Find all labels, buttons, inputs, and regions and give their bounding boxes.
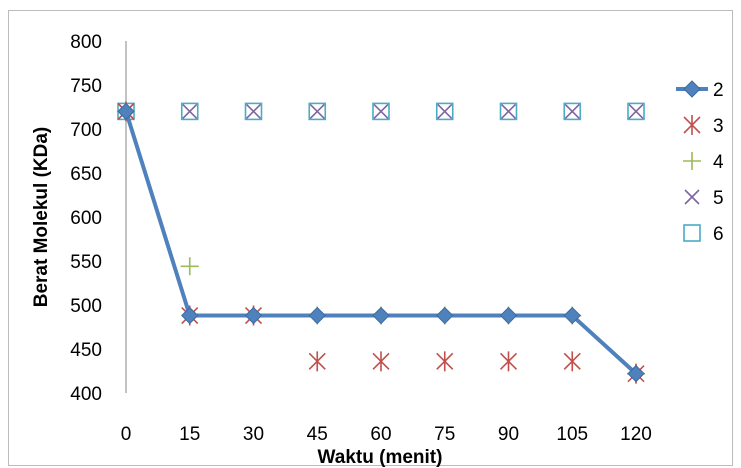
legend-label-5: 5 (713, 188, 724, 209)
legend-label-3: 3 (713, 116, 724, 137)
legend-marker-5 (684, 189, 700, 205)
legend-item-3: 3 (683, 115, 724, 137)
series-5-point (373, 103, 389, 119)
legend-label-2: 2 (713, 80, 724, 101)
series-2-point (244, 306, 263, 325)
legend-label-6: 6 (713, 224, 724, 245)
legend-marker-2 (683, 80, 701, 98)
series-5-point (245, 103, 262, 119)
x-tick-label: 30 (243, 424, 264, 445)
series-6-point (563, 102, 582, 121)
x-tick-label: 15 (179, 424, 200, 445)
plot-area (117, 101, 645, 384)
legend-item-6: 6 (683, 224, 724, 245)
x-tick-label: 120 (620, 424, 652, 445)
series-3-point (436, 351, 454, 372)
x-tick-label: 90 (498, 424, 519, 445)
series-2-point (436, 306, 454, 325)
y-tick-label: 400 (70, 384, 102, 405)
y-tick-label: 600 (70, 208, 102, 229)
y-tick-label: 700 (70, 120, 102, 141)
series-6-point (499, 102, 518, 121)
series-5-point (182, 103, 198, 119)
series-2-point (117, 102, 135, 121)
series-6-point (435, 102, 454, 121)
legend: 2 3 4 5 6 (676, 80, 724, 245)
series-2-line (124, 110, 638, 376)
legend-marker-4 (683, 152, 701, 170)
legend-item-5: 5 (684, 188, 724, 209)
series-3-point (308, 351, 326, 372)
y-tick-label: 450 (70, 340, 102, 361)
x-tick-label: 105 (556, 424, 588, 445)
series-3-point (563, 351, 581, 372)
series-2-point (372, 306, 390, 325)
y-tick-label: 750 (70, 76, 102, 97)
x-axis-title: Waktu (menit) (318, 447, 443, 468)
series-5-point (500, 103, 517, 119)
legend-item-4: 4 (683, 152, 724, 173)
series-3-point (499, 351, 518, 372)
series-2-point (308, 306, 326, 325)
y-tick-label: 500 (70, 296, 102, 317)
legend-item-2: 2 (676, 80, 724, 101)
y-tick-label: 650 (70, 164, 102, 185)
y-tick-label: 800 (70, 32, 102, 53)
series-6-point (372, 102, 390, 121)
series-2-point (563, 306, 581, 325)
y-tick-label: 550 (70, 252, 102, 273)
series-5-point (309, 103, 325, 119)
series-6-point (627, 102, 645, 121)
series-5-point (437, 103, 453, 119)
x-tick-label: 60 (370, 424, 391, 445)
series-6-point (180, 102, 199, 121)
series-6-point (244, 102, 263, 121)
series-5-point (628, 103, 644, 119)
y-axis-title: Berat Molekul (KDa) (31, 127, 52, 308)
series-2 (117, 102, 645, 383)
series-5-point (564, 103, 580, 119)
chart-frame (8, 10, 733, 466)
series-2-point (181, 306, 199, 325)
series-2-point (627, 364, 645, 383)
series-3 (117, 101, 645, 384)
series-4-point (180, 257, 199, 276)
series-3-point (372, 351, 390, 372)
x-tick-label: 45 (307, 424, 328, 445)
legend-label-4: 4 (713, 152, 724, 173)
x-tick-label: 75 (434, 424, 455, 445)
y-tick-labels: 400 450 500 550 600 650 700 750 800 (70, 32, 102, 405)
legend-marker-6 (683, 224, 701, 242)
x-tick-label: 0 (121, 424, 132, 445)
legend-marker-3 (683, 115, 701, 135)
x-tick-labels: 0 15 30 45 60 75 90 105 120 (121, 424, 652, 445)
series-2-point (499, 306, 518, 325)
series-6-point (308, 102, 327, 121)
series-4 (117, 102, 645, 383)
